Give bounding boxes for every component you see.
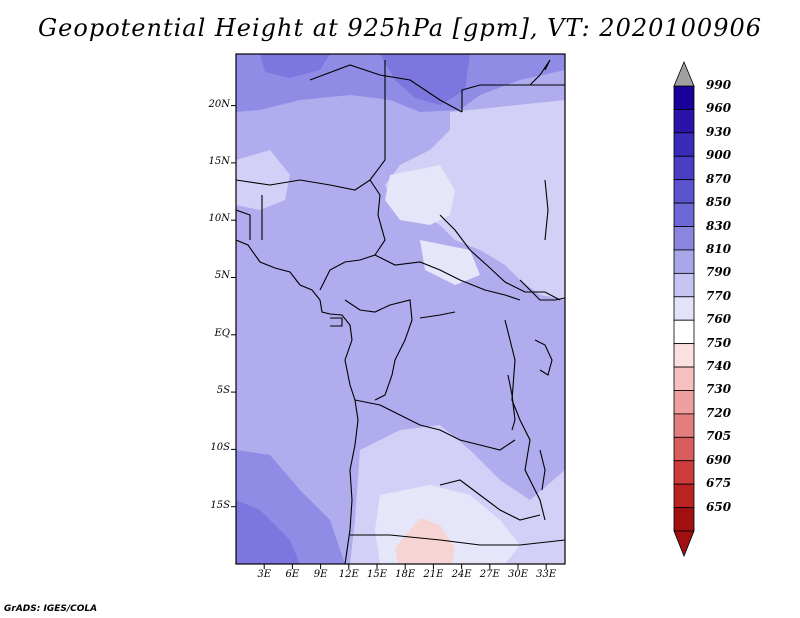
river-congo <box>419 311 456 319</box>
lake-victoria <box>534 339 553 376</box>
colorbar-label-870: 870 <box>706 171 732 186</box>
colorbar-label-850: 850 <box>706 195 732 210</box>
lon-label-21e: 21E <box>423 569 444 580</box>
border-east <box>519 279 565 301</box>
lat-label-5n: 5N <box>214 270 230 282</box>
colorbar-box-650 <box>673 507 695 532</box>
colorbar-box-810 <box>673 249 695 274</box>
field-sw-darker <box>236 500 300 564</box>
colorbar-box-960 <box>673 109 695 134</box>
lon-label-30e: 30E <box>507 569 529 580</box>
colorbar-box-900 <box>673 155 695 181</box>
country-borders <box>236 59 565 564</box>
lat-label-5s: 5S <box>216 385 230 397</box>
lat-label-15n: 15N <box>208 155 230 167</box>
colorbar-label-675: 675 <box>706 476 732 491</box>
border-north <box>309 64 463 113</box>
lake-tanganyika <box>507 374 516 431</box>
colorbar-box-740 <box>673 366 695 391</box>
lat-label-eq: EQ <box>214 327 231 339</box>
colorbar-label-760: 760 <box>706 312 732 327</box>
field-west-light <box>236 150 290 210</box>
lat-label-10s: 10S <box>210 442 230 454</box>
border-libya-sudan <box>461 84 565 112</box>
colorbar-label-770: 770 <box>706 288 732 303</box>
colorbar-label-730: 730 <box>706 382 732 397</box>
colorbar-label-750: 750 <box>706 335 732 350</box>
lat-label-10n: 10N <box>208 213 230 225</box>
border-niger-chad <box>369 60 386 181</box>
lat-label-15s: 15S <box>210 499 230 511</box>
lon-label-18e: 18E <box>395 569 416 580</box>
lon-label-12e: 12E <box>338 569 359 580</box>
chart-title: Geopotential Height at 925hPa [gpm], VT:… <box>38 14 762 42</box>
colorbar-box-870 <box>673 179 695 204</box>
border-west-small <box>236 195 263 240</box>
border-angola-drc <box>354 399 516 451</box>
colorbar-label-960: 960 <box>706 101 732 116</box>
lon-label-6e: 6E <box>285 569 300 580</box>
colorbar-top-arrow <box>673 60 695 87</box>
colorbar-box-930 <box>673 132 695 157</box>
border-nigeria <box>236 179 386 291</box>
colorbar-label-650: 650 <box>706 499 732 514</box>
colorbar-label-900: 900 <box>706 148 732 163</box>
colorbar-label-705: 705 <box>706 429 732 444</box>
colorbar-label-720: 720 <box>706 405 732 420</box>
colorbar-bottom-arrow <box>673 530 695 558</box>
colorbar-box-760 <box>673 319 695 345</box>
colorbar-box-690 <box>673 460 695 485</box>
colorbar-label-930: 930 <box>706 124 732 139</box>
lon-label-9e: 9E <box>313 569 328 580</box>
colorbar-box-770 <box>673 296 695 321</box>
colorbar-box-790 <box>673 272 695 298</box>
border-south <box>350 534 565 546</box>
colorbar-label-740: 740 <box>706 359 732 374</box>
lon-label-27e: 27E <box>479 569 500 580</box>
colorbar-boxes <box>673 85 695 532</box>
map-frame <box>235 53 566 565</box>
lon-label-33e: 33E <box>536 569 557 580</box>
field-south-warm <box>395 518 455 564</box>
colorbar-box-705 <box>673 436 695 462</box>
axis-ticks <box>231 105 547 569</box>
colorbar-box-850 <box>673 202 695 227</box>
lake-malawi <box>539 449 546 491</box>
colorbar-label-990: 990 <box>706 78 732 92</box>
lon-label-15e: 15E <box>366 569 388 580</box>
field-north-darker <box>260 54 470 105</box>
lat-label-20n: 20N <box>208 98 230 110</box>
shaded-field <box>236 54 565 564</box>
colorbar-label-690: 690 <box>706 452 732 467</box>
colorbar-box-990 <box>673 85 695 110</box>
border-congo <box>344 299 413 401</box>
border-ethiopia <box>544 179 549 241</box>
field-pale-center <box>385 165 480 285</box>
colorbar-box-675 <box>673 483 695 508</box>
colorbar-label-810: 810 <box>706 241 732 256</box>
border-redsea <box>529 59 551 86</box>
border-car-sudan <box>439 214 561 301</box>
colorbar-box-730 <box>673 390 695 415</box>
lon-label-3e: 3E <box>257 569 272 580</box>
border-great-lakes <box>504 319 546 521</box>
colorbar-label-790: 790 <box>706 265 732 280</box>
colorbar-label-830: 830 <box>706 218 732 233</box>
field-east-light <box>385 100 565 300</box>
border-zambia <box>439 479 541 521</box>
island-small <box>330 317 343 327</box>
colorbar-box-830 <box>673 226 695 251</box>
colorbar-box-750 <box>673 343 695 368</box>
west-coastline <box>236 239 359 564</box>
grads-credit: GrADS: IGES/COLA <box>4 604 98 614</box>
colorbar-box-720 <box>673 413 695 438</box>
border-car-drc <box>374 254 521 301</box>
lon-label-24e: 24E <box>451 569 472 580</box>
